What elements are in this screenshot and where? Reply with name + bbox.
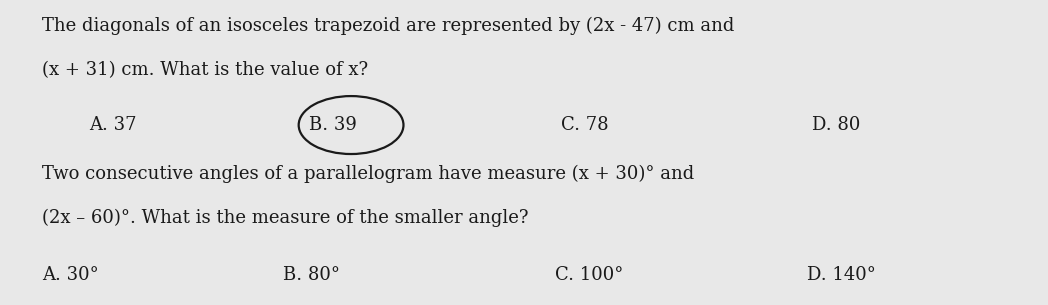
Text: D. 80: D. 80 (812, 116, 860, 134)
Text: C. 100°: C. 100° (555, 265, 624, 284)
Text: C. 78: C. 78 (561, 116, 608, 134)
Text: Two consecutive angles of a parallelogram have measure (x + 30)° and: Two consecutive angles of a parallelogra… (42, 165, 694, 183)
Text: D. 140°: D. 140° (807, 265, 876, 284)
Text: The diagonals of an isosceles trapezoid are represented by (2x - 47) cm and: The diagonals of an isosceles trapezoid … (42, 17, 735, 35)
Text: (2x – 60)°. What is the measure of the smaller angle?: (2x – 60)°. What is the measure of the s… (42, 209, 528, 227)
Text: B. 39: B. 39 (309, 116, 357, 134)
Text: B. 80°: B. 80° (283, 265, 340, 284)
Text: (x + 31) cm. What is the value of x?: (x + 31) cm. What is the value of x? (42, 61, 368, 79)
Text: A. 37: A. 37 (89, 116, 136, 134)
Text: A. 30°: A. 30° (42, 265, 99, 284)
